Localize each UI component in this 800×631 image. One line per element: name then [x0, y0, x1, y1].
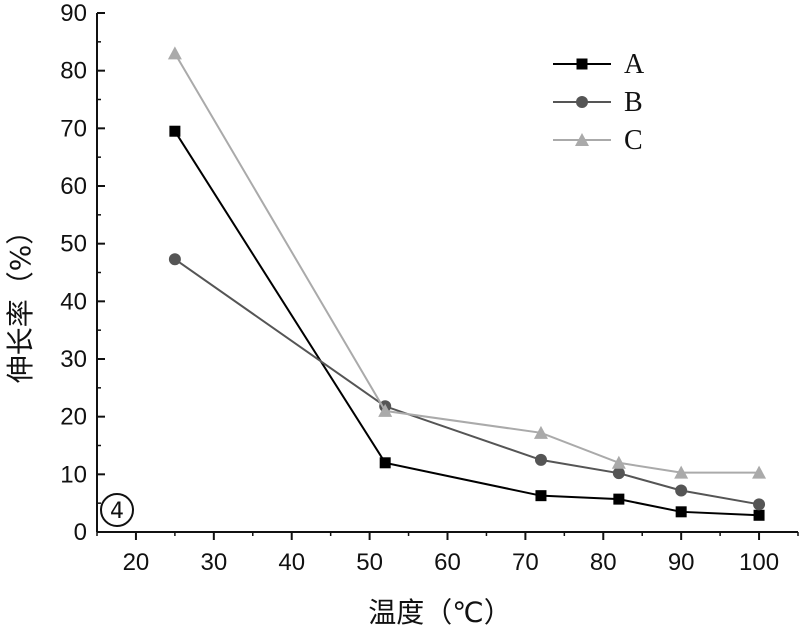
x-tick-label: 50 [356, 549, 383, 576]
data-point [675, 484, 688, 497]
panel-label-circle [100, 493, 134, 527]
legend-marker [576, 58, 588, 70]
panel-label: 4 [100, 493, 134, 527]
series-A [169, 125, 765, 521]
y-axis-title: 伸长率（%） [4, 217, 37, 384]
legend-label: C [624, 125, 643, 156]
x-tick-label: 40 [278, 549, 305, 576]
x-tick-label: 70 [512, 549, 539, 576]
y-tick-label: 40 [60, 288, 87, 315]
legend-label: A [624, 49, 645, 80]
axes [96, 13, 798, 533]
data-point [612, 467, 625, 480]
data-point [379, 457, 391, 469]
x-tick-label: 20 [123, 549, 150, 576]
x-tick-label: 100 [739, 549, 779, 576]
data-point [675, 506, 687, 518]
y-tick-label: 30 [60, 346, 87, 373]
data-point [534, 453, 547, 466]
data-point [168, 253, 181, 266]
data-point [169, 125, 181, 137]
series-layer [167, 46, 767, 521]
x-tick-label: 60 [434, 549, 461, 576]
data-point [753, 498, 766, 511]
series-line [174, 258, 760, 506]
y-tick-label: 0 [74, 519, 87, 546]
data-point [378, 403, 393, 417]
data-point [753, 509, 765, 521]
legend-marker [575, 133, 589, 146]
legend-label: B [624, 87, 643, 118]
series-C [167, 46, 767, 479]
y-tick-label: 50 [60, 231, 87, 258]
legend-marker [576, 96, 588, 108]
x-axis-title: 温度（℃） [368, 596, 511, 629]
x-tick-label: 90 [668, 549, 695, 576]
y-axis-ticks: 0 10 20 30 40 50 60 70 80 90 [60, 0, 105, 546]
data-point [167, 46, 182, 60]
y-tick-label: 70 [60, 115, 87, 142]
y-tick-label: 90 [60, 0, 87, 27]
y-tick-label: 20 [60, 404, 87, 431]
legend-item-B: B [553, 87, 643, 118]
series-line [174, 130, 760, 517]
y-tick-label: 10 [60, 461, 87, 488]
data-point [752, 465, 767, 479]
legend-item-C: C [553, 125, 643, 156]
data-point [674, 465, 689, 479]
data-point [533, 425, 548, 439]
x-axis-ticks: 20 30 40 50 60 70 80 90 100 [96, 532, 799, 576]
data-point [535, 490, 547, 502]
series-line [174, 52, 760, 474]
data-point [613, 493, 625, 505]
panel-label-text: 4 [110, 499, 124, 524]
series-B [168, 253, 766, 511]
data-point [611, 455, 626, 469]
x-tick-label: 30 [200, 549, 227, 576]
legend-item-A: A [553, 49, 645, 80]
y-tick-label: 80 [60, 58, 87, 85]
y-tick-label: 60 [60, 173, 87, 200]
legend: ABC [553, 49, 645, 156]
x-tick-label: 80 [590, 549, 617, 576]
